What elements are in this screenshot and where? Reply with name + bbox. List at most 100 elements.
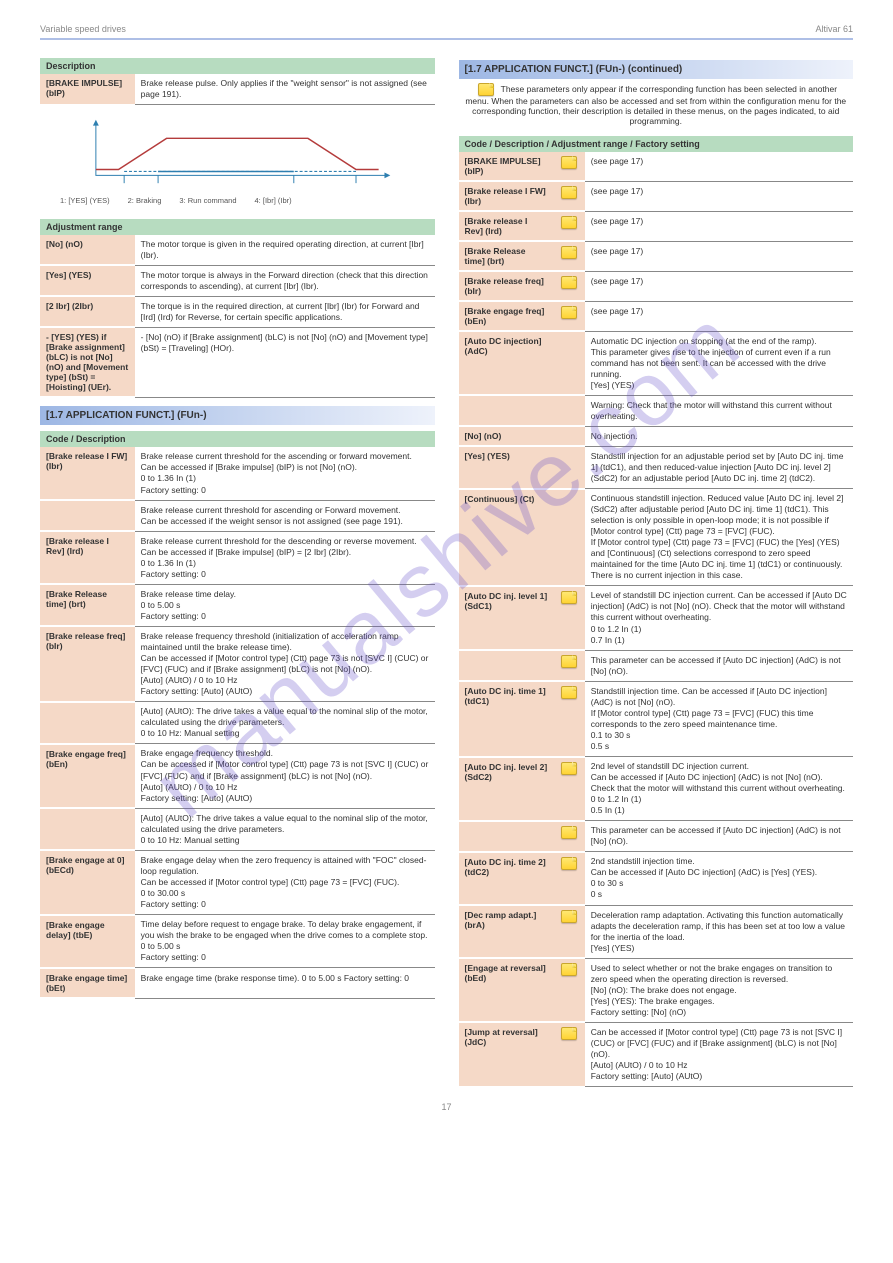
note-icon [561,826,577,839]
param-value: (see page 17) [585,152,853,181]
desc-value: Brake release pulse. Only applies if the… [135,74,435,105]
note-icon-cell [553,301,585,331]
table-row: [Brake engage delay] (tbE)Time delay bef… [40,915,435,968]
adj-label: [No] (nO) [40,235,135,266]
note-icon [561,186,577,199]
param-value: This parameter can be accessed if [Auto … [585,821,853,852]
table-row: [Engage at reversal] (bEd) Used to select… [459,958,854,1022]
param-label: [Brake Release time] (brt) [40,584,135,626]
note-icon [561,156,577,169]
table-row: [No] (nO)No injection. [459,426,854,446]
table-row: [Auto DC injection] (AdC)Automatic DC in… [459,331,854,395]
table-row: [Brake release freq] (bIr)Brake release … [40,626,435,701]
page-header: Variable speed drives Altivar 61 [40,24,853,40]
param-value: Brake release frequency threshold (initi… [135,626,435,701]
adj-row: [No] (nO)The motor torque is given in th… [40,235,435,266]
param-value: This parameter can be accessed if [Auto … [585,650,853,681]
note-icon-cell [553,757,585,821]
table-row: [Brake release I FW] (Ibr)(see page 17) [459,181,854,211]
param-label: [Engage at reversal] (bEd) [459,958,554,1022]
adj-row: [Yes] (YES)The motor torque is always in… [40,265,435,296]
left-column: Description [BRAKE IMPULSE] (bIP) Brake … [40,52,435,1088]
description-heading: Description [40,58,435,74]
param-label: [Brake release I Rev] (Ird) [40,531,135,584]
note-icon [561,306,577,319]
chart-caption-item: 3: Run command [179,196,236,205]
table-row: [Jump at reversal] (JdC) Can be accessed … [459,1022,854,1086]
note-icon [478,83,494,96]
table-row: [Brake release I FW] (Ibr)Brake release … [40,447,435,500]
param-value: Brake release current threshold for the … [135,447,435,500]
param-value: [Auto] (AUtO): The drive takes a value e… [135,702,435,744]
note-icon [561,591,577,604]
adj-label: [2 Ibr] (2Ibr) [40,296,135,327]
param-value: Deceleration ramp adaptation. Activating… [585,905,853,958]
adj-value: - [No] (nO) if [Brake assignment] (bLC) … [135,327,435,397]
note-icon-cell [553,446,585,488]
table-row: [Auto DC inj. level 2] (SdC2)2nd level o… [459,757,854,821]
adjustment-heading: Adjustment range [40,219,435,235]
param-label: [No] (nO) [459,426,554,446]
note-icon-cell [553,271,585,301]
param-label: [Brake engage at 0] (bECd) [40,850,135,914]
param-value: Brake release current threshold for the … [135,531,435,584]
param-label: [Brake engage delay] (tbE) [40,915,135,968]
param-label: [Jump at reversal] (JdC) [459,1022,554,1086]
chart-caption-item: 4: [Ibr] (Ibr) [255,196,292,205]
trailing-label: [Brake engage time] (bEt) [40,969,135,999]
adj-value: The torque is in the required direction,… [135,296,435,327]
param-value: Time delay before request to engage brak… [135,915,435,968]
param-label: [Auto DC injection] (AdC) [459,331,554,395]
param-label: [Dec ramp adapt.] (brA) [459,905,554,958]
table-row: [Brake release I Rev] (Ird)Brake release… [40,531,435,584]
note-icon [561,963,577,976]
table-row: [Continuous] (Ct)Continuous standstill i… [459,489,854,586]
adj-value: The motor torque is given in the require… [135,235,435,266]
param-value: Standstill injection time. Can be access… [585,681,853,756]
note-icon [561,216,577,229]
chart-caption-item: 2: Braking [128,196,162,205]
param-label: [Brake release I Rev] (Ird) [459,211,554,241]
note-icon-cell [553,241,585,271]
param-label: [Auto DC inj. time 2] (tdC2) [459,852,554,905]
param-label: [Brake release I FW] (Ibr) [459,181,554,211]
table-row: [Auto] (AUtO): The drive takes a value e… [40,808,435,850]
param-value: Brake release time delay. 0 to 5.00 s Fa… [135,584,435,626]
param-label [459,650,554,681]
table-row: [Brake release freq] (bIr)(see page 17) [459,271,854,301]
note-icon [561,857,577,870]
note-icon-cell [553,905,585,958]
param-value: Can be accessed if [Motor control type] … [585,1022,853,1086]
page-number: 17 [0,1102,893,1112]
note-icon-cell [553,650,585,681]
param-value: (see page 17) [585,211,853,241]
note-icon-cell [553,958,585,1022]
param-value: Warning: Check that the motor will withs… [585,395,853,426]
trailing-value: Brake engage time (brake response time).… [135,969,435,999]
param-value: Brake engage delay when the zero frequen… [135,850,435,914]
param-value: Brake engage frequency threshold. Can be… [135,744,435,808]
param-value: Brake release current threshold for asce… [135,500,435,531]
table-row: [Brake engage at 0] (bECd)Brake engage d… [40,850,435,914]
table-row: [Auto DC inj. level 1] (SdC1)Level of st… [459,586,854,650]
note-icon-cell [553,426,585,446]
adj-row: [2 Ibr] (2Ibr)The torque is in the requi… [40,296,435,327]
param-value: [Auto] (AUtO): The drive takes a value e… [135,808,435,850]
note-icon-cell [553,331,585,395]
section-heading-left: [1.7 APPLICATION FUNCT.] (FUn-) [40,406,435,425]
param-label [459,395,554,426]
note-icon [561,686,577,699]
param-label [459,821,554,852]
param-label: [Brake engage freq] (bEn) [459,301,554,331]
prelim-note: These parameters only appear if the corr… [459,79,854,130]
param-value: Used to select whether or not the brake … [585,958,853,1022]
note-icon-cell [553,489,585,586]
note-icon [561,276,577,289]
note-icon [561,655,577,668]
param-label: [Brake release freq] (bIr) [459,271,554,301]
table-row: Warning: Check that the motor will withs… [459,395,854,426]
note-icon-cell [553,211,585,241]
header-right: Altivar 61 [815,24,853,34]
trailing-row: [Brake engage time] (bEt) Brake engage t… [40,969,435,999]
param-label: [Continuous] (Ct) [459,489,554,586]
